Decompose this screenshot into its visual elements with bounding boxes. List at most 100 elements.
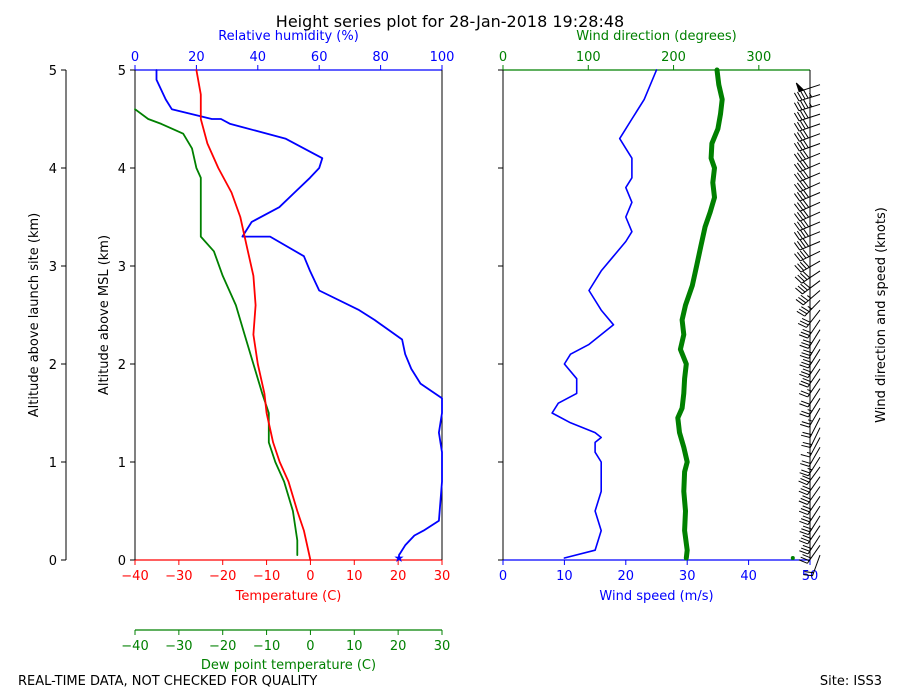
wind-barb-feather [802,485,812,490]
msl-altitude-tick-label: 4 [118,162,126,177]
wind-barb [800,407,821,428]
wind-barb-feather [802,358,812,364]
site-label: Site: ISS3 [819,674,882,689]
wind-barb [799,388,821,408]
outer-altitude-tick-label: 5 [49,64,57,79]
wind-barb-feather [796,172,804,181]
wind-barb-feather [802,281,811,289]
wind-barb-feather [800,390,810,395]
wind-barb-feather [800,518,810,523]
wind-barb-shaft [807,319,821,339]
humidity-axis-label: Relative humidity (%) [218,29,359,44]
wind-barb [793,139,821,152]
wind-barb-feather [796,252,804,260]
wind-barb-half-feather [807,409,813,412]
wind-barb-feather [799,250,807,259]
wind-barb-feather [799,364,809,369]
wind-barb-shaft [799,221,821,231]
wind-barb-shaft [806,466,821,485]
wind-barb-feather [797,274,805,282]
msl-altitude-tick-label: 0 [118,554,126,569]
dewpoint-tick-label: −40 [121,639,148,654]
wind-barbs [793,82,821,577]
launch-marker: ★ [394,551,405,565]
wind-barb-feather [797,101,803,111]
wind-barb-feather [802,189,809,198]
wind-barb-shaft [808,339,821,359]
wind-barb-feather [794,276,803,284]
wind-barb-half-feather [807,419,813,422]
wind-barb-feather [803,349,813,354]
wind-barb-feather [796,202,804,211]
wind-barb-shaft [800,250,821,262]
wind-barb-shaft [807,358,821,378]
wind-barb-feather [799,239,807,248]
wind-barb-feather [802,271,811,279]
wind-barb-feather [799,181,807,190]
wind-barb [798,368,821,388]
wind-direction-tick-label: 100 [576,50,601,65]
wind-barb-shaft [807,456,821,477]
wind-barb-feather [801,352,811,357]
wind-barb-feather [801,306,810,312]
wind-barb [793,129,821,142]
wind-barb-feather [802,534,812,540]
wind-barb-feather [800,477,810,483]
wind-barb-feather [802,475,812,480]
wind-barb-shaft [807,496,821,515]
wind-barb-feather [800,537,810,542]
wind-barb-shaft [807,368,821,388]
wind-direction-line [675,67,725,561]
wind-barb-feather [800,453,810,458]
msl-altitude-tick-label: 2 [118,358,126,373]
wind-barb-feather [801,469,811,474]
wind-barb-feather [802,441,812,446]
wind-barb-feather [802,160,809,169]
wind-barb [796,299,821,317]
temperature-tick-label: −20 [209,569,236,584]
temperature-tick-label: −30 [165,569,192,584]
wind-barb-feather [798,559,808,564]
wind-barb-shaft [807,378,821,398]
outer-altitude-tick-label: 4 [49,162,57,177]
wind-speed-tick-label: 50 [802,569,819,584]
wind-barb-feather [799,344,809,349]
wind-barb-shaft [807,349,821,369]
wind-barb [794,209,821,222]
wind-barb-axis-label: Wind direction and speed (knots) [874,207,889,423]
wind-barb [799,535,821,555]
wind-barb-feather [799,161,807,170]
temperature-axis-label: Temperature (C) [235,589,342,604]
wind-barb [793,160,821,173]
wind-barb [795,82,821,93]
wind-barb-shaft [801,270,821,284]
temperature-tick-label: 10 [346,569,363,584]
wind-barb [799,329,821,349]
wind-barb-feather [801,460,811,465]
wind-barb-shaft [807,505,821,525]
wind-barb-feather [801,361,811,366]
wind-barb-feather [798,393,808,398]
wind-barb-feather [799,190,807,199]
wind-direction-tick-label: 200 [661,50,686,65]
wind-barb-shaft [808,447,821,467]
wind-barb-shaft [806,545,821,564]
wind-barb-feather [802,139,809,149]
wind-barb-feather [802,238,809,247]
wind-barb-shaft [799,172,821,182]
wind-barb-feather [794,213,801,222]
wind-barb [798,496,821,516]
wind-barb-feather [800,547,810,552]
dewpoint-tick-label: 0 [306,639,314,654]
wind-barb-feather [799,261,807,270]
wind-barb-shaft [799,192,821,202]
dewpoint-tick-label: 10 [346,639,363,654]
wind-barb-feather [801,410,811,415]
wind-barb [795,280,821,295]
wind-barb [793,99,821,112]
wind-barb [801,427,821,448]
wind-barb-shaft [804,299,821,317]
wind-barb-shaft [799,133,821,142]
wind-barb [799,339,821,359]
